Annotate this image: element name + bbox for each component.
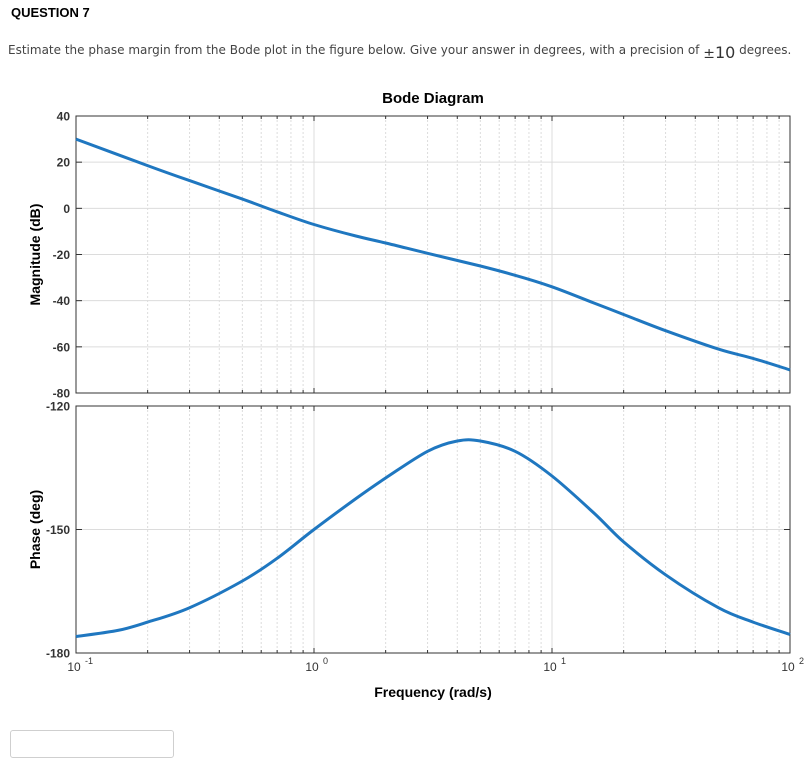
- phase-ytick-label: -120: [46, 400, 70, 414]
- precision-unit: degrees.: [739, 43, 792, 57]
- precision-value: 10: [714, 43, 736, 62]
- answer-input[interactable]: [10, 730, 174, 758]
- magnitude-series-line: [75, 137, 791, 372]
- magnitude-ytick-label: 0: [63, 202, 70, 216]
- x-tick-exponent: 2: [799, 656, 804, 666]
- magnitude-ylabel: Magnitude (dB): [27, 204, 43, 306]
- phase-series-line: [75, 438, 791, 638]
- question-body: Estimate the phase margin from the Bode …: [8, 43, 700, 57]
- x-axis-label: Frequency (rad/s): [374, 684, 491, 700]
- magnitude-ytick-label: 20: [57, 156, 71, 170]
- phase-ytick-label: -180: [46, 647, 70, 661]
- magnitude-ytick-label: 40: [57, 110, 71, 124]
- magnitude-ytick-label: -40: [53, 294, 71, 308]
- x-tick-exponent: -1: [85, 656, 93, 666]
- x-tick-exponent: 0: [323, 656, 328, 666]
- x-tick-base: 10: [67, 660, 81, 674]
- magnitude-frame: [75, 115, 791, 394]
- plus-minus-symbol: ±: [703, 46, 715, 62]
- phase-ylabel: Phase (deg): [27, 490, 43, 569]
- x-tick-base: 10: [543, 660, 557, 674]
- phase-ytick-label: -150: [46, 523, 70, 537]
- x-tick-label: 10 2: [781, 656, 804, 674]
- magnitude-ytick-label: -60: [53, 340, 71, 354]
- question-title: QUESTION 7: [11, 5, 90, 20]
- x-tick-label: 10 -1: [67, 656, 93, 674]
- x-tick-exponent: 1: [561, 656, 566, 666]
- chart-title: Bode Diagram: [382, 90, 484, 107]
- phase-frame: [75, 405, 791, 654]
- x-tick-label: 10 1: [543, 656, 566, 674]
- x-tick-base: 10: [781, 660, 795, 674]
- question-text: Estimate the phase margin from the Bode …: [8, 39, 792, 62]
- magnitude-ytick-label: -20: [53, 248, 71, 262]
- x-tick-base: 10: [305, 660, 319, 674]
- magnitude-ytick-label: -80: [53, 387, 71, 401]
- x-tick-label: 10 0: [305, 656, 328, 674]
